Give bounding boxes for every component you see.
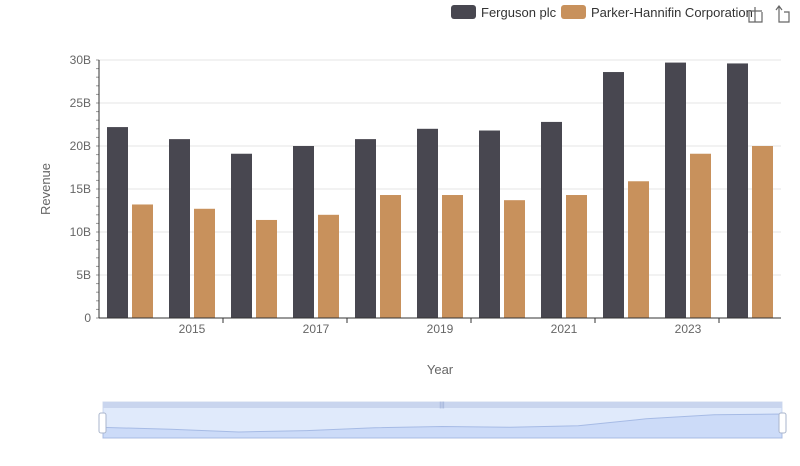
bar-parker-hannifin[interactable] <box>690 153 711 318</box>
legend-label-parker-hannifin: Parker-Hannifin Corporation <box>591 5 753 20</box>
x-tick-label: 2023 <box>675 322 702 336</box>
x-tick-label: 2021 <box>551 322 578 336</box>
bar-parker-hannifin[interactable] <box>566 195 587 318</box>
bar-ferguson[interactable] <box>541 121 562 318</box>
y-tick-label: 25B <box>70 96 91 110</box>
bar-ferguson[interactable] <box>107 127 128 318</box>
bars <box>107 62 773 318</box>
bar-ferguson[interactable] <box>231 153 252 318</box>
zoom-select-icon[interactable] <box>748 7 763 23</box>
y-tick-label: 20B <box>70 139 91 153</box>
data-zoom-preview-area <box>102 413 783 439</box>
bar-ferguson[interactable] <box>727 63 748 318</box>
bar-parker-hannifin[interactable] <box>380 195 401 318</box>
y-axis-title: Revenue <box>38 163 53 215</box>
y-tick-label: 10B <box>70 225 91 239</box>
bar-parker-hannifin[interactable] <box>752 146 773 318</box>
legend-item-parker-hannifin[interactable]: Parker-Hannifin Corporation <box>561 5 753 20</box>
bar-ferguson[interactable] <box>169 139 190 318</box>
y-tick-label: 30B <box>70 53 91 67</box>
y-tick-label: 0 <box>84 311 91 325</box>
bar-parker-hannifin[interactable] <box>318 214 339 318</box>
zoom-reset-icon[interactable] <box>775 5 790 23</box>
axes: 0 5B 10B 15B 20B 25B 30B 2015 2017 2019 2021 2023 <box>70 53 781 336</box>
y-tick-label: 5B <box>76 268 91 282</box>
bar-ferguson[interactable] <box>293 146 314 318</box>
bar-parker-hannifin[interactable] <box>132 204 153 318</box>
bar-parker-hannifin[interactable] <box>194 208 215 318</box>
legend[interactable]: Ferguson plc Parker-Hannifin Corporation <box>451 5 753 20</box>
bar-ferguson[interactable] <box>417 128 438 318</box>
x-tick-label: 2019 <box>427 322 454 336</box>
bar-parker-hannifin[interactable] <box>628 181 649 318</box>
x-axis-title: Year <box>427 362 454 377</box>
bar-parker-hannifin[interactable] <box>256 219 277 318</box>
data-zoom-left-handle[interactable] <box>98 412 107 434</box>
legend-swatch-ferguson <box>451 5 476 19</box>
data-zoom-top-bar[interactable] <box>103 402 782 408</box>
legend-swatch-parker-hannifin <box>561 5 586 19</box>
bar-parker-hannifin[interactable] <box>504 200 525 318</box>
data-zoom-move-grip[interactable]: ||| <box>439 402 445 409</box>
bar-ferguson[interactable] <box>355 139 376 318</box>
x-tick-label: 2017 <box>303 322 330 336</box>
bar-ferguson[interactable] <box>665 62 686 318</box>
data-zoom-slider[interactable]: ||| <box>98 401 787 439</box>
x-tick-label: 2015 <box>179 322 206 336</box>
bar-ferguson[interactable] <box>603 72 624 318</box>
legend-item-ferguson[interactable]: Ferguson plc <box>451 5 557 20</box>
bar-ferguson[interactable] <box>479 130 500 318</box>
data-zoom-right-handle[interactable] <box>778 412 787 434</box>
bar-parker-hannifin[interactable] <box>442 195 463 318</box>
legend-label-ferguson: Ferguson plc <box>481 5 557 20</box>
y-tick-label: 15B <box>70 182 91 196</box>
data-zoom-selected-window[interactable] <box>103 408 782 438</box>
